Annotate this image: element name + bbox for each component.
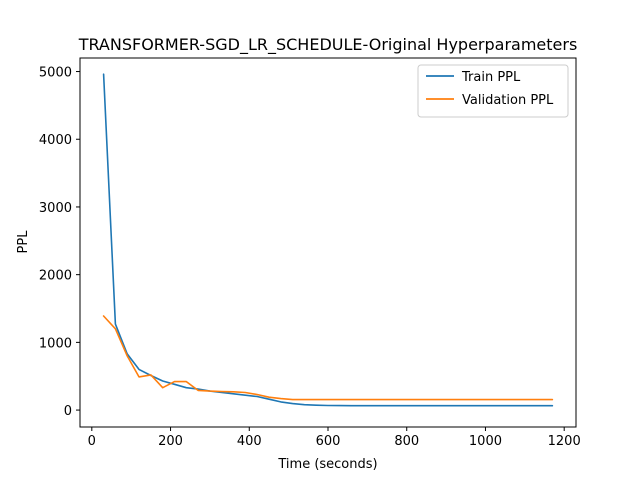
- y-axis-label: PPL: [16, 230, 31, 254]
- y-axis-ticks: 0 1000 2000 3000 4000 5000: [39, 66, 80, 419]
- y-tick-label: 5000: [39, 66, 72, 81]
- x-tick-label: 0: [88, 434, 96, 449]
- y-tick-label: 2000: [39, 269, 72, 284]
- legend-box: [417, 64, 569, 118]
- series-line-1: [102, 315, 554, 401]
- legend-label-1: Validation PPL: [462, 93, 554, 108]
- y-tick-label: 0: [64, 404, 72, 419]
- x-tick-label: 800: [394, 434, 419, 449]
- legend-label-0: Train PPL: [461, 70, 521, 85]
- chart-title: TRANSFORMER-SGD_LR_SCHEDULE-Original Hyp…: [78, 35, 578, 55]
- y-tick-label: 3000: [39, 201, 72, 216]
- y-tick-label: 1000: [39, 336, 72, 351]
- x-tick-label: 1000: [469, 434, 502, 449]
- x-tick-label: 1200: [548, 434, 581, 449]
- x-tick-label: 400: [237, 434, 262, 449]
- y-tick-label: 4000: [39, 133, 72, 148]
- legend: Train PPL Validation PPL: [417, 64, 569, 118]
- series-line-0: [102, 73, 554, 407]
- plot-area: [102, 73, 554, 407]
- x-tick-label: 200: [158, 434, 183, 449]
- x-axis-ticks: 0 200 400 600 800 1000 1200: [88, 427, 581, 449]
- x-axis-label: Time (seconds): [277, 457, 377, 472]
- x-tick-label: 600: [316, 434, 341, 449]
